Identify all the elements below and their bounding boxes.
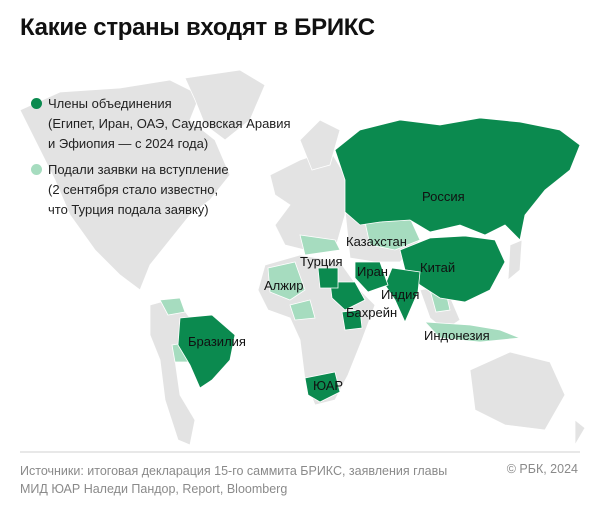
member-saudi-uae — [329, 281, 366, 311]
japan — [507, 239, 523, 281]
australia — [469, 351, 566, 431]
legend-note: (Египет, Иран, ОАЭ, Саудовская Аравия и … — [48, 116, 291, 151]
greenland — [184, 69, 266, 141]
label-kazakhstan: Казахстан — [346, 234, 407, 249]
legend-label: Подали заявки на вступление — [48, 162, 229, 177]
label-india: Индия — [381, 287, 420, 302]
applicant-indonesia — [424, 321, 521, 343]
applicant-nigeria-area — [289, 299, 316, 321]
label-turkey: Турция — [300, 254, 343, 269]
label-bahrain: Бахрейн — [346, 305, 398, 320]
label-russia: Россия — [422, 189, 465, 204]
applicant-algeria — [267, 261, 306, 301]
member-ethiopia — [341, 309, 363, 331]
label-iran: Иран — [357, 264, 388, 279]
legend-item-applicants: Подали заявки на вступление (2 сентября … — [31, 160, 238, 220]
new-zealand — [574, 419, 586, 447]
applicant-venezuela-area — [159, 297, 186, 316]
member-iran — [354, 261, 389, 293]
legend-note: (2 сентября стало известно, что Турция п… — [48, 182, 219, 217]
member-egypt — [317, 267, 339, 289]
north-america — [19, 79, 231, 291]
member-south-africa — [304, 371, 341, 403]
applicant-canada-area — [299, 234, 341, 256]
label-china: Китай — [420, 260, 456, 275]
page-title: Какие страны входят в БРИКС — [20, 14, 375, 41]
member-brazil — [177, 314, 236, 389]
copyright: © РБК, 2024 — [506, 462, 578, 476]
applicant-dot-icon — [31, 164, 42, 175]
legend-item-members: Члены объединения (Египет, Иран, ОАЭ, Са… — [31, 94, 298, 154]
divider — [20, 451, 580, 453]
label-algeria: Алжир — [264, 278, 304, 293]
label-brazil: Бразилия — [188, 334, 246, 349]
legend-label: Члены объединения — [48, 96, 172, 111]
member-dot-icon — [31, 98, 42, 109]
sources: Источники: итоговая декларация 15-го сам… — [20, 464, 448, 496]
europe — [269, 149, 346, 251]
member-russia — [334, 117, 581, 241]
scandinavia — [299, 119, 341, 171]
label-indonesia: Индонезия — [424, 328, 490, 343]
label-south-africa: ЮАР — [313, 378, 344, 393]
